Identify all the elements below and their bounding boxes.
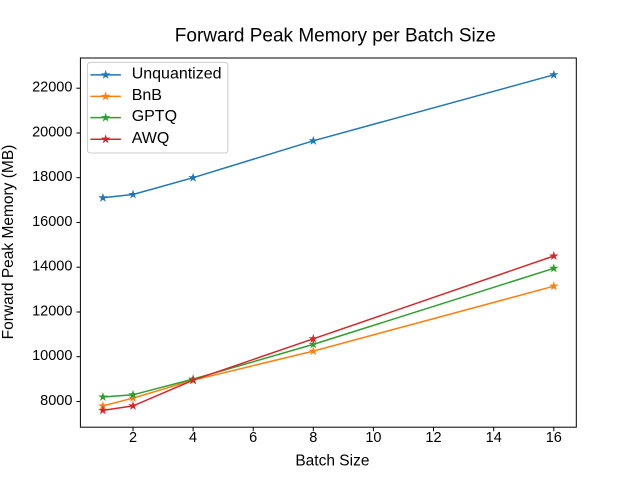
svg-text:20000: 20000: [32, 125, 72, 141]
svg-text:18000: 18000: [32, 169, 72, 185]
svg-text:BnB: BnB: [132, 87, 162, 104]
svg-text:22000: 22000: [32, 80, 72, 96]
svg-text:Forward Peak Memory per Batch: Forward Peak Memory per Batch Size: [175, 26, 496, 47]
svg-text:10000: 10000: [32, 348, 72, 364]
svg-text:16000: 16000: [32, 214, 72, 230]
svg-text:Batch Size: Batch Size: [295, 453, 369, 470]
svg-text:GPTQ: GPTQ: [132, 108, 177, 125]
svg-text:14000: 14000: [32, 259, 72, 275]
svg-text:10: 10: [365, 430, 381, 446]
svg-text:12000: 12000: [32, 304, 72, 320]
svg-text:14: 14: [486, 430, 502, 446]
svg-text:Forward Peak Memory (MB): Forward Peak Memory (MB): [0, 145, 17, 340]
svg-text:8000: 8000: [40, 393, 72, 409]
svg-text:16: 16: [546, 430, 562, 446]
svg-text:12: 12: [425, 430, 441, 446]
svg-text:Unquantized: Unquantized: [132, 66, 222, 83]
svg-text:8: 8: [309, 430, 317, 446]
svg-text:AWQ: AWQ: [132, 130, 170, 147]
svg-text:6: 6: [249, 430, 257, 446]
svg-text:2: 2: [129, 430, 137, 446]
svg-text:4: 4: [189, 430, 197, 446]
